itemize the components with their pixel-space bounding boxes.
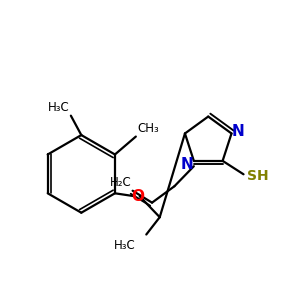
Text: N: N [232,124,244,139]
Text: H₃C: H₃C [48,101,69,114]
Text: SH: SH [247,169,268,183]
Text: H₂C: H₂C [110,176,131,189]
Text: CH₃: CH₃ [137,122,159,135]
Text: O: O [131,189,144,204]
Text: H₃C: H₃C [114,239,136,252]
Text: N: N [181,157,194,172]
